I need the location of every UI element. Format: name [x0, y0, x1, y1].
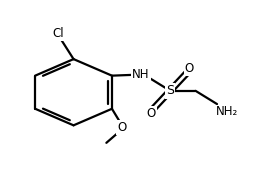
Text: Cl: Cl [52, 27, 64, 41]
Text: NH: NH [132, 68, 150, 81]
Text: O: O [118, 121, 127, 134]
Text: O: O [146, 107, 156, 120]
Text: NH₂: NH₂ [216, 105, 238, 118]
Text: O: O [185, 62, 194, 75]
Text: S: S [166, 84, 174, 97]
